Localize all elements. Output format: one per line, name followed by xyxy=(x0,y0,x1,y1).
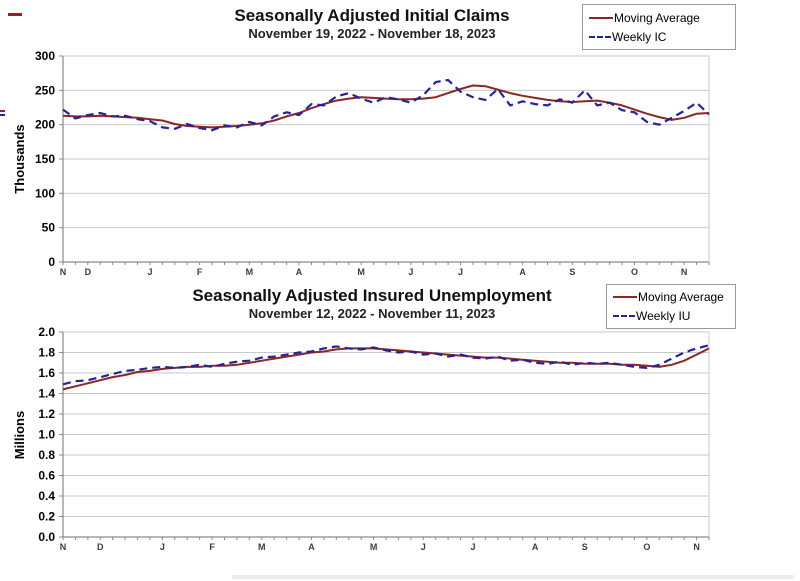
x-tick-label: A xyxy=(519,267,526,277)
legend-row-weekly-iu: Weekly IU xyxy=(613,307,729,326)
weekly-iu-line xyxy=(62,344,710,386)
x-tick-label: O xyxy=(631,267,638,277)
weekly-ic-line xyxy=(62,78,710,132)
y-tick-label: 200 xyxy=(35,118,55,132)
edge-artifact-blue-mark xyxy=(0,114,5,116)
y-tick-label: 1.0 xyxy=(38,428,55,442)
x-tick-label: N xyxy=(693,542,700,552)
legend-label: Weekly IC xyxy=(612,29,667,44)
weekly-iu-line-sample xyxy=(613,314,635,317)
initial-claims-title: Seasonally Adjusted Initial Claims xyxy=(234,6,510,25)
moving-average-line-sample xyxy=(613,296,637,299)
x-tick-label: M xyxy=(246,267,254,277)
y-tick-label: 1.2 xyxy=(38,407,55,421)
x-tick-label: J xyxy=(421,542,426,552)
y-tick-label: 100 xyxy=(35,186,55,200)
y-tick-label: 1.4 xyxy=(38,387,55,401)
edge-artifact-red-dash xyxy=(8,13,22,16)
y-tick-label: 0.0 xyxy=(38,530,55,544)
x-tick-label: J xyxy=(160,542,165,552)
y-tick-label: 0.8 xyxy=(38,448,55,462)
legend-label: Moving Average xyxy=(638,290,724,305)
x-tick-label: M xyxy=(370,542,378,552)
x-tick-label: A xyxy=(296,267,303,277)
initial-claims-subtitle: November 19, 2022 - November 18, 2023 xyxy=(248,26,496,41)
insured-unemployment-y-axis-label: Millions xyxy=(12,410,27,460)
moving-average-line xyxy=(62,347,710,391)
legend-row-weekly-ic: Weekly IC xyxy=(589,27,729,46)
legend-row-moving-average: Moving Average xyxy=(589,8,729,27)
edge-artifact-red-mark xyxy=(0,110,5,112)
y-tick-label: 1.8 xyxy=(38,346,55,360)
legend-label: Moving Average xyxy=(614,10,700,25)
initial-claims-y-axis-label: Thousands xyxy=(12,124,27,194)
moving-average-line xyxy=(62,84,710,129)
x-tick-label: J xyxy=(458,267,463,277)
x-tick-label: J xyxy=(147,267,152,277)
legend-row-moving-average: Moving Average xyxy=(613,288,729,307)
insured-unemployment-title: Seasonally Adjusted Insured Unemployment xyxy=(192,286,552,305)
y-tick-label: 2.0 xyxy=(38,325,55,339)
bottom-edge-artifact xyxy=(232,575,794,579)
y-tick-label: 0.6 xyxy=(38,469,55,483)
initial-claims-legend: Moving Average Weekly IC xyxy=(582,4,736,50)
insured-unemployment-legend: Moving Average Weekly IU xyxy=(606,284,736,329)
x-tick-label: A xyxy=(532,542,539,552)
x-tick-label: F xyxy=(197,267,203,277)
x-tick-label: J xyxy=(408,267,413,277)
weekly-ic-line-sample xyxy=(589,35,611,38)
x-tick-label: M xyxy=(357,267,365,277)
x-tick-label: N xyxy=(681,267,688,277)
y-tick-label: 150 xyxy=(35,152,55,166)
y-tick-label: 250 xyxy=(35,83,55,97)
y-tick-label: 0.4 xyxy=(38,489,55,503)
moving-average-line-sample xyxy=(589,16,613,19)
x-tick-label: M xyxy=(258,542,266,552)
x-tick-label: A xyxy=(308,542,315,552)
x-tick-label: S xyxy=(569,267,575,277)
y-tick-label: 0 xyxy=(48,255,55,269)
y-tick-label: 0.2 xyxy=(38,510,55,524)
x-tick-label: N xyxy=(60,267,67,277)
x-tick-label: S xyxy=(582,542,588,552)
legend-label: Weekly IU xyxy=(636,308,691,323)
x-tick-label: F xyxy=(209,542,215,552)
y-tick-label: 50 xyxy=(42,221,56,235)
x-tick-label: D xyxy=(85,267,92,277)
y-tick-label: 1.6 xyxy=(38,366,55,380)
x-tick-label: J xyxy=(470,542,475,552)
y-tick-label: 300 xyxy=(35,49,55,63)
x-tick-label: O xyxy=(643,542,650,552)
x-tick-label: N xyxy=(60,542,67,552)
x-tick-label: D xyxy=(97,542,104,552)
insured-unemployment-subtitle: November 12, 2022 - November 11, 2023 xyxy=(248,306,496,321)
